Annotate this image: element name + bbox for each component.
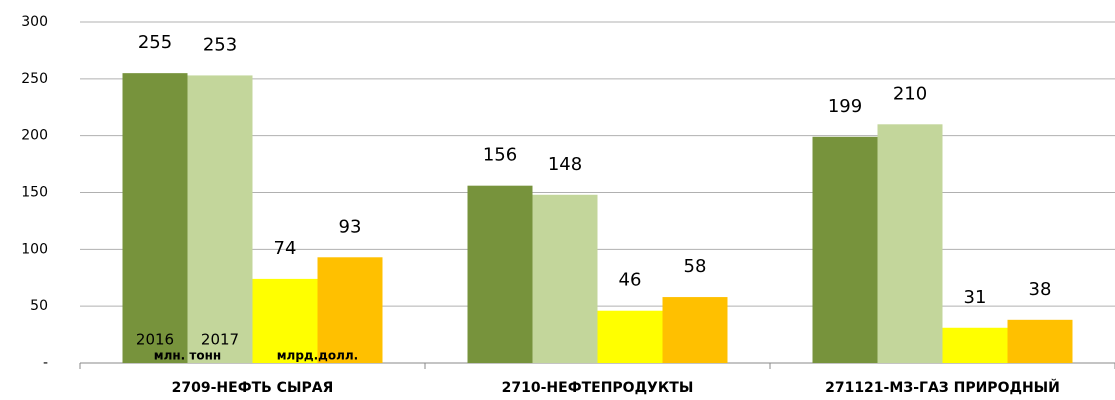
- bar: [1007, 319, 1073, 363]
- value-label: 255: [138, 32, 172, 53]
- value-label: 46: [619, 270, 642, 291]
- y-tick-label: 300: [21, 14, 48, 30]
- y-tick-label: 50: [30, 298, 48, 314]
- bar: [532, 194, 598, 363]
- bar: [877, 124, 943, 363]
- x-tick-label: 2709-НЕФТЬ СЫРАЯ: [172, 380, 334, 396]
- value-label: 148: [548, 154, 582, 175]
- bar: [942, 327, 1008, 363]
- annotation: млрд.долл.: [277, 349, 359, 363]
- y-tick-label: 200: [21, 128, 48, 144]
- value-label: 199: [828, 96, 862, 117]
- x-tick-label: 271121-МЗ-ГАЗ ПРИРОДНЫЙ: [825, 379, 1060, 396]
- bar: [662, 297, 728, 363]
- bar: [187, 75, 253, 363]
- annotation: млн. тонн: [154, 349, 221, 363]
- y-tick-label: 100: [21, 241, 48, 257]
- bar: [467, 185, 533, 363]
- y-tick-label: 150: [21, 185, 48, 201]
- value-label: 31: [964, 287, 987, 308]
- y-tick-label: -: [43, 355, 48, 371]
- bar: [317, 257, 383, 363]
- annotation: 2017: [201, 331, 239, 349]
- value-label: 210: [893, 83, 927, 104]
- annotation: 2016: [136, 331, 174, 349]
- bar: [252, 278, 318, 363]
- value-label: 93: [339, 216, 362, 237]
- value-label: 74: [274, 238, 297, 259]
- bar: [122, 73, 188, 364]
- value-label: 253: [203, 34, 237, 55]
- value-label: 38: [1029, 279, 1052, 300]
- value-label: 58: [684, 256, 707, 277]
- y-tick-label: 250: [21, 71, 48, 87]
- x-tick-label: 2710-НЕФТЕПРОДУКТЫ: [502, 380, 694, 396]
- value-label: 156: [483, 145, 517, 166]
- bar: [597, 310, 663, 363]
- bar: [812, 136, 878, 363]
